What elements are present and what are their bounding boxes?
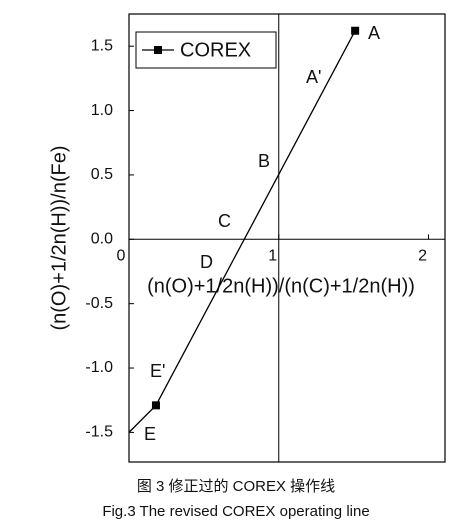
annotation: E (144, 424, 156, 444)
plot-frame (128, 13, 446, 463)
annotation: E' (150, 361, 165, 381)
caption-cn: 图 3 修正过的 COREX 操作线 (137, 478, 335, 495)
y-tick-label: 0.0 (91, 231, 113, 248)
y-axis-label: (n(O)+1/2n(H))/n(Fe) (48, 145, 70, 330)
x-tick-label: 0 (117, 248, 126, 265)
x-axis-label: (n(O)+1/2n(H))/(n(C)+1/2n(H)) (147, 275, 415, 297)
y-tick-label: -0.5 (85, 295, 113, 312)
legend-label: COREX (180, 39, 251, 61)
x-tick-label: 1 (268, 248, 277, 265)
annotation: A' (306, 67, 321, 87)
y-tick-label: 0.5 (91, 166, 113, 183)
legend-marker (154, 46, 162, 54)
y-tick-label: 1.5 (91, 37, 113, 54)
x-tick-label: 2 (418, 248, 427, 265)
marker (351, 26, 360, 35)
y-tick-label: 1.0 (91, 102, 113, 119)
annotation: A (368, 23, 380, 43)
annotation: C (218, 211, 231, 231)
marker (151, 401, 160, 410)
y-tick-label: -1.5 (85, 424, 113, 441)
annotation: D (200, 252, 213, 272)
y-tick-label: -1.0 (85, 359, 113, 376)
caption-en: Fig.3 The revised COREX operating line (102, 503, 369, 520)
annotation: B (258, 151, 270, 171)
